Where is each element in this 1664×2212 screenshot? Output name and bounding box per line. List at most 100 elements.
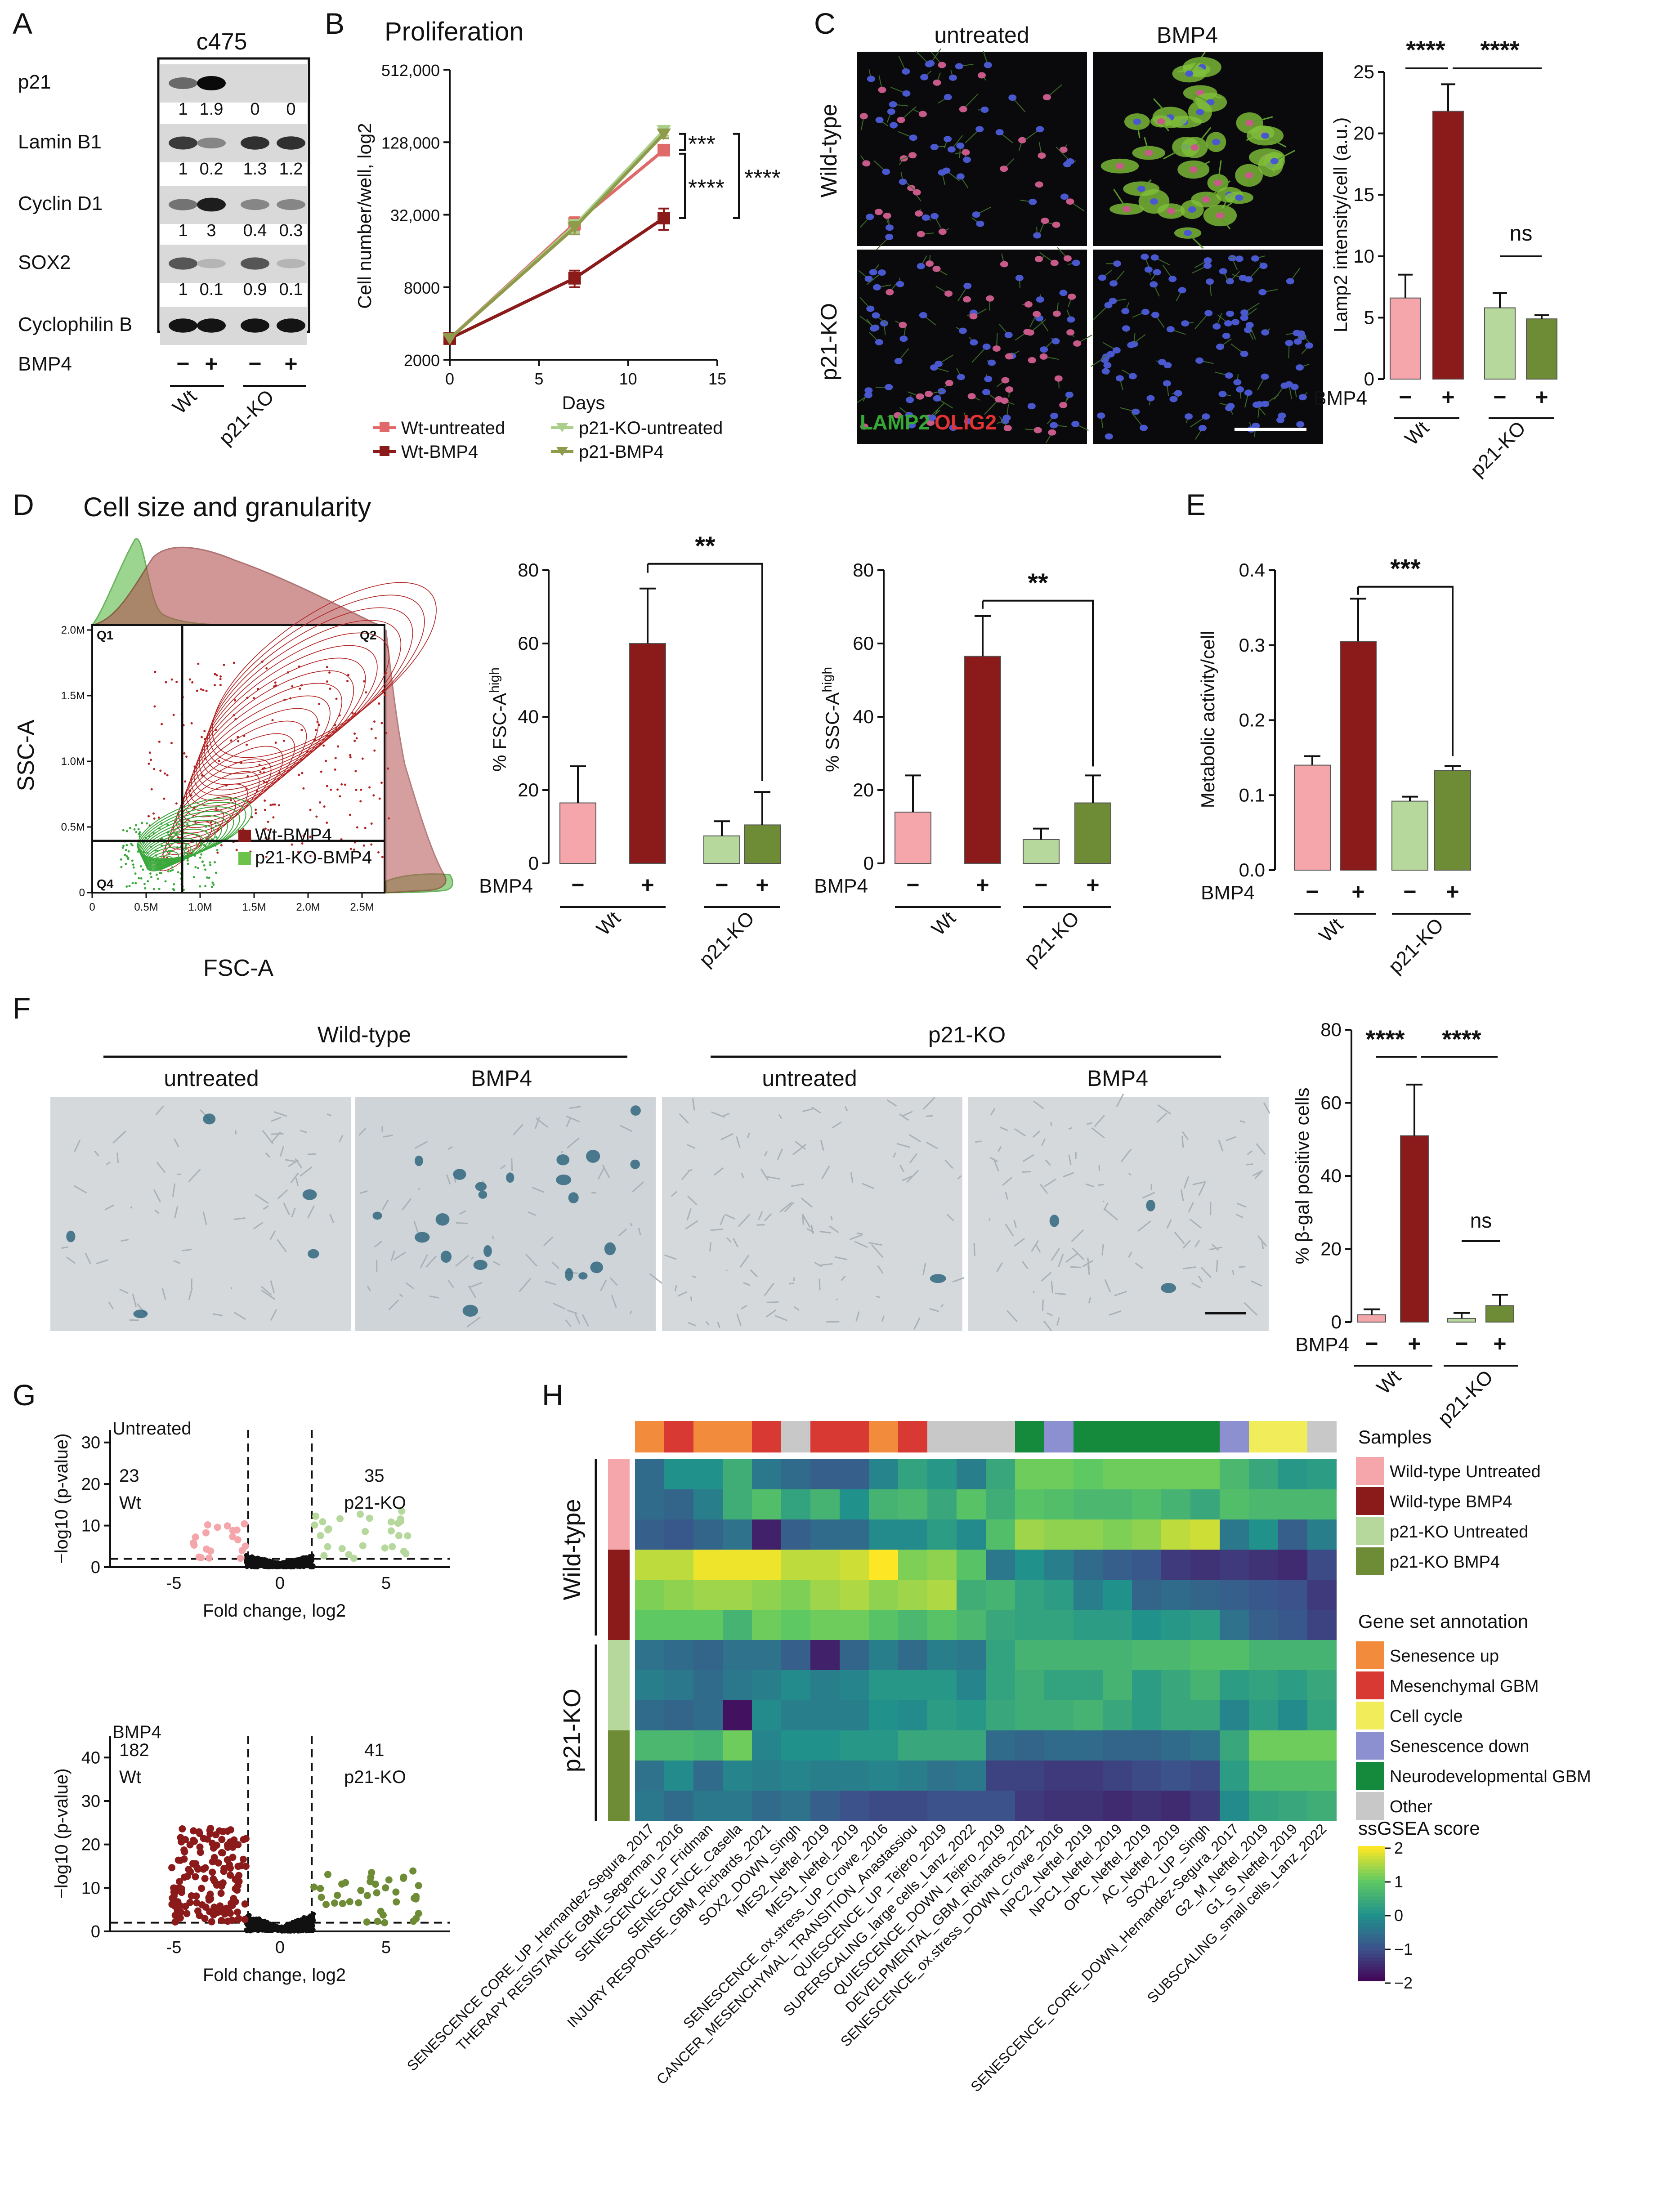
event-dot bbox=[155, 873, 158, 876]
cell-shape bbox=[566, 1115, 580, 1122]
cell-shape bbox=[536, 1117, 549, 1128]
sig-bracket bbox=[679, 152, 686, 219]
cell-shape bbox=[447, 1146, 453, 1150]
legend-label: p21-BMP4 bbox=[579, 442, 664, 462]
cell-shape bbox=[269, 1230, 276, 1240]
nucleus bbox=[1066, 158, 1074, 165]
legend-label: Wt-untreated bbox=[401, 418, 505, 438]
nucleus bbox=[1224, 320, 1233, 327]
event-dot bbox=[323, 805, 326, 808]
x-tick-label: 0.5M bbox=[134, 901, 158, 913]
gene-point-wt bbox=[180, 1846, 188, 1854]
event-dot bbox=[152, 888, 155, 890]
nucleus bbox=[877, 269, 886, 276]
treatment-sign: − bbox=[1455, 1331, 1468, 1356]
heatmap-cell bbox=[810, 1730, 840, 1761]
heatmap-cell bbox=[752, 1791, 781, 1821]
cell-shape bbox=[1183, 1266, 1197, 1269]
event-dot bbox=[201, 774, 203, 777]
event-dot bbox=[349, 756, 352, 759]
cell-shape bbox=[901, 1111, 913, 1117]
cell-shape bbox=[975, 1140, 982, 1143]
nucleus bbox=[1240, 309, 1249, 316]
event-dot bbox=[187, 862, 189, 865]
gene-point-ko bbox=[345, 1551, 353, 1559]
cell-shape bbox=[295, 1158, 303, 1169]
heatmap-cell bbox=[898, 1761, 927, 1791]
cell-shape bbox=[714, 1167, 724, 1176]
cell-shape bbox=[270, 1309, 277, 1321]
heatmap-cell bbox=[869, 1670, 898, 1700]
nucleus bbox=[880, 320, 888, 327]
legend-label: Senescence down bbox=[1390, 1737, 1530, 1756]
cell-shape bbox=[784, 1202, 794, 1212]
nucleus bbox=[915, 210, 923, 217]
gene-point bbox=[245, 1562, 250, 1567]
heatmap-cell bbox=[869, 1640, 898, 1670]
bar bbox=[1391, 800, 1428, 871]
event-dot bbox=[203, 844, 206, 846]
event-dot bbox=[353, 848, 355, 851]
color-scale-step bbox=[1358, 1977, 1385, 1981]
gene-point bbox=[292, 1920, 297, 1925]
heatmap-cell bbox=[1190, 1489, 1220, 1519]
cell-shape bbox=[388, 1300, 399, 1310]
cell-shape bbox=[528, 1211, 536, 1216]
bright-field-image bbox=[662, 1097, 962, 1331]
heatmap-cell bbox=[1220, 1670, 1249, 1700]
cell-process bbox=[1219, 197, 1240, 213]
cell-shape bbox=[747, 1133, 750, 1139]
cell-shape bbox=[1005, 1224, 1014, 1237]
heatmap-cell bbox=[1161, 1610, 1190, 1640]
row-annotation bbox=[608, 1580, 630, 1610]
heatmap-cell bbox=[1249, 1550, 1278, 1580]
nucleus bbox=[963, 296, 971, 303]
x-tick-label: -5 bbox=[166, 1574, 182, 1593]
event-dot bbox=[368, 786, 371, 789]
event-dot bbox=[263, 771, 265, 774]
event-dot bbox=[216, 849, 219, 852]
gene-point-wt bbox=[234, 1863, 242, 1870]
heatmap-cell bbox=[869, 1580, 898, 1610]
gene-point-wt bbox=[227, 1826, 234, 1834]
event-dot bbox=[122, 845, 125, 847]
significance: ns bbox=[1510, 222, 1533, 246]
heatmap-cell bbox=[1161, 1580, 1190, 1610]
gene-point bbox=[279, 1564, 284, 1569]
color-scale-step bbox=[1358, 1923, 1385, 1927]
gene-point-ko bbox=[317, 1532, 324, 1539]
cell-shape bbox=[96, 1259, 108, 1265]
event-dot bbox=[133, 828, 136, 831]
y-tick-label: 25 bbox=[1353, 61, 1374, 82]
nucleus bbox=[1000, 165, 1008, 172]
gene-point-ko bbox=[334, 1891, 341, 1899]
gene-point-wt bbox=[182, 1903, 189, 1910]
blot-quant: 0.3 bbox=[279, 221, 303, 240]
heatmap-cell bbox=[693, 1550, 723, 1580]
gene-point-wt bbox=[195, 1828, 203, 1836]
heatmap-cell bbox=[810, 1670, 840, 1700]
nucleus bbox=[899, 335, 908, 342]
heatmap-cell bbox=[664, 1761, 693, 1791]
event-dot bbox=[259, 771, 262, 773]
gene-point-ko bbox=[402, 1550, 410, 1557]
heatmap-cell bbox=[781, 1700, 810, 1730]
nucleus bbox=[1051, 338, 1060, 344]
cell-shape bbox=[855, 1311, 860, 1322]
event-dot bbox=[298, 665, 300, 668]
blot-quant: 0 bbox=[250, 100, 259, 119]
column-annotation bbox=[1249, 1421, 1278, 1452]
gene-point-wt bbox=[168, 1864, 176, 1872]
heatmap-cell bbox=[1132, 1519, 1161, 1550]
cell-shape bbox=[649, 1273, 663, 1284]
cell-shape bbox=[765, 1309, 777, 1318]
y-axis-label: SSC-A bbox=[13, 719, 39, 791]
bmp4-label: BMP4 bbox=[1201, 882, 1255, 904]
gene-point-ko bbox=[331, 1899, 338, 1907]
cell-shape bbox=[1239, 1120, 1245, 1123]
gene-point bbox=[304, 1929, 309, 1934]
column-annotation bbox=[840, 1421, 869, 1452]
event-dot bbox=[316, 720, 319, 723]
event-dot bbox=[186, 859, 189, 862]
cell-shape bbox=[188, 1169, 201, 1183]
